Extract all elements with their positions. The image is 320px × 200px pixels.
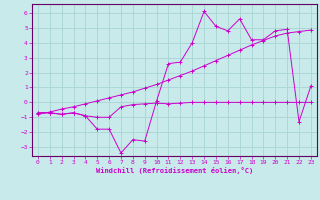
X-axis label: Windchill (Refroidissement éolien,°C): Windchill (Refroidissement éolien,°C): [96, 167, 253, 174]
